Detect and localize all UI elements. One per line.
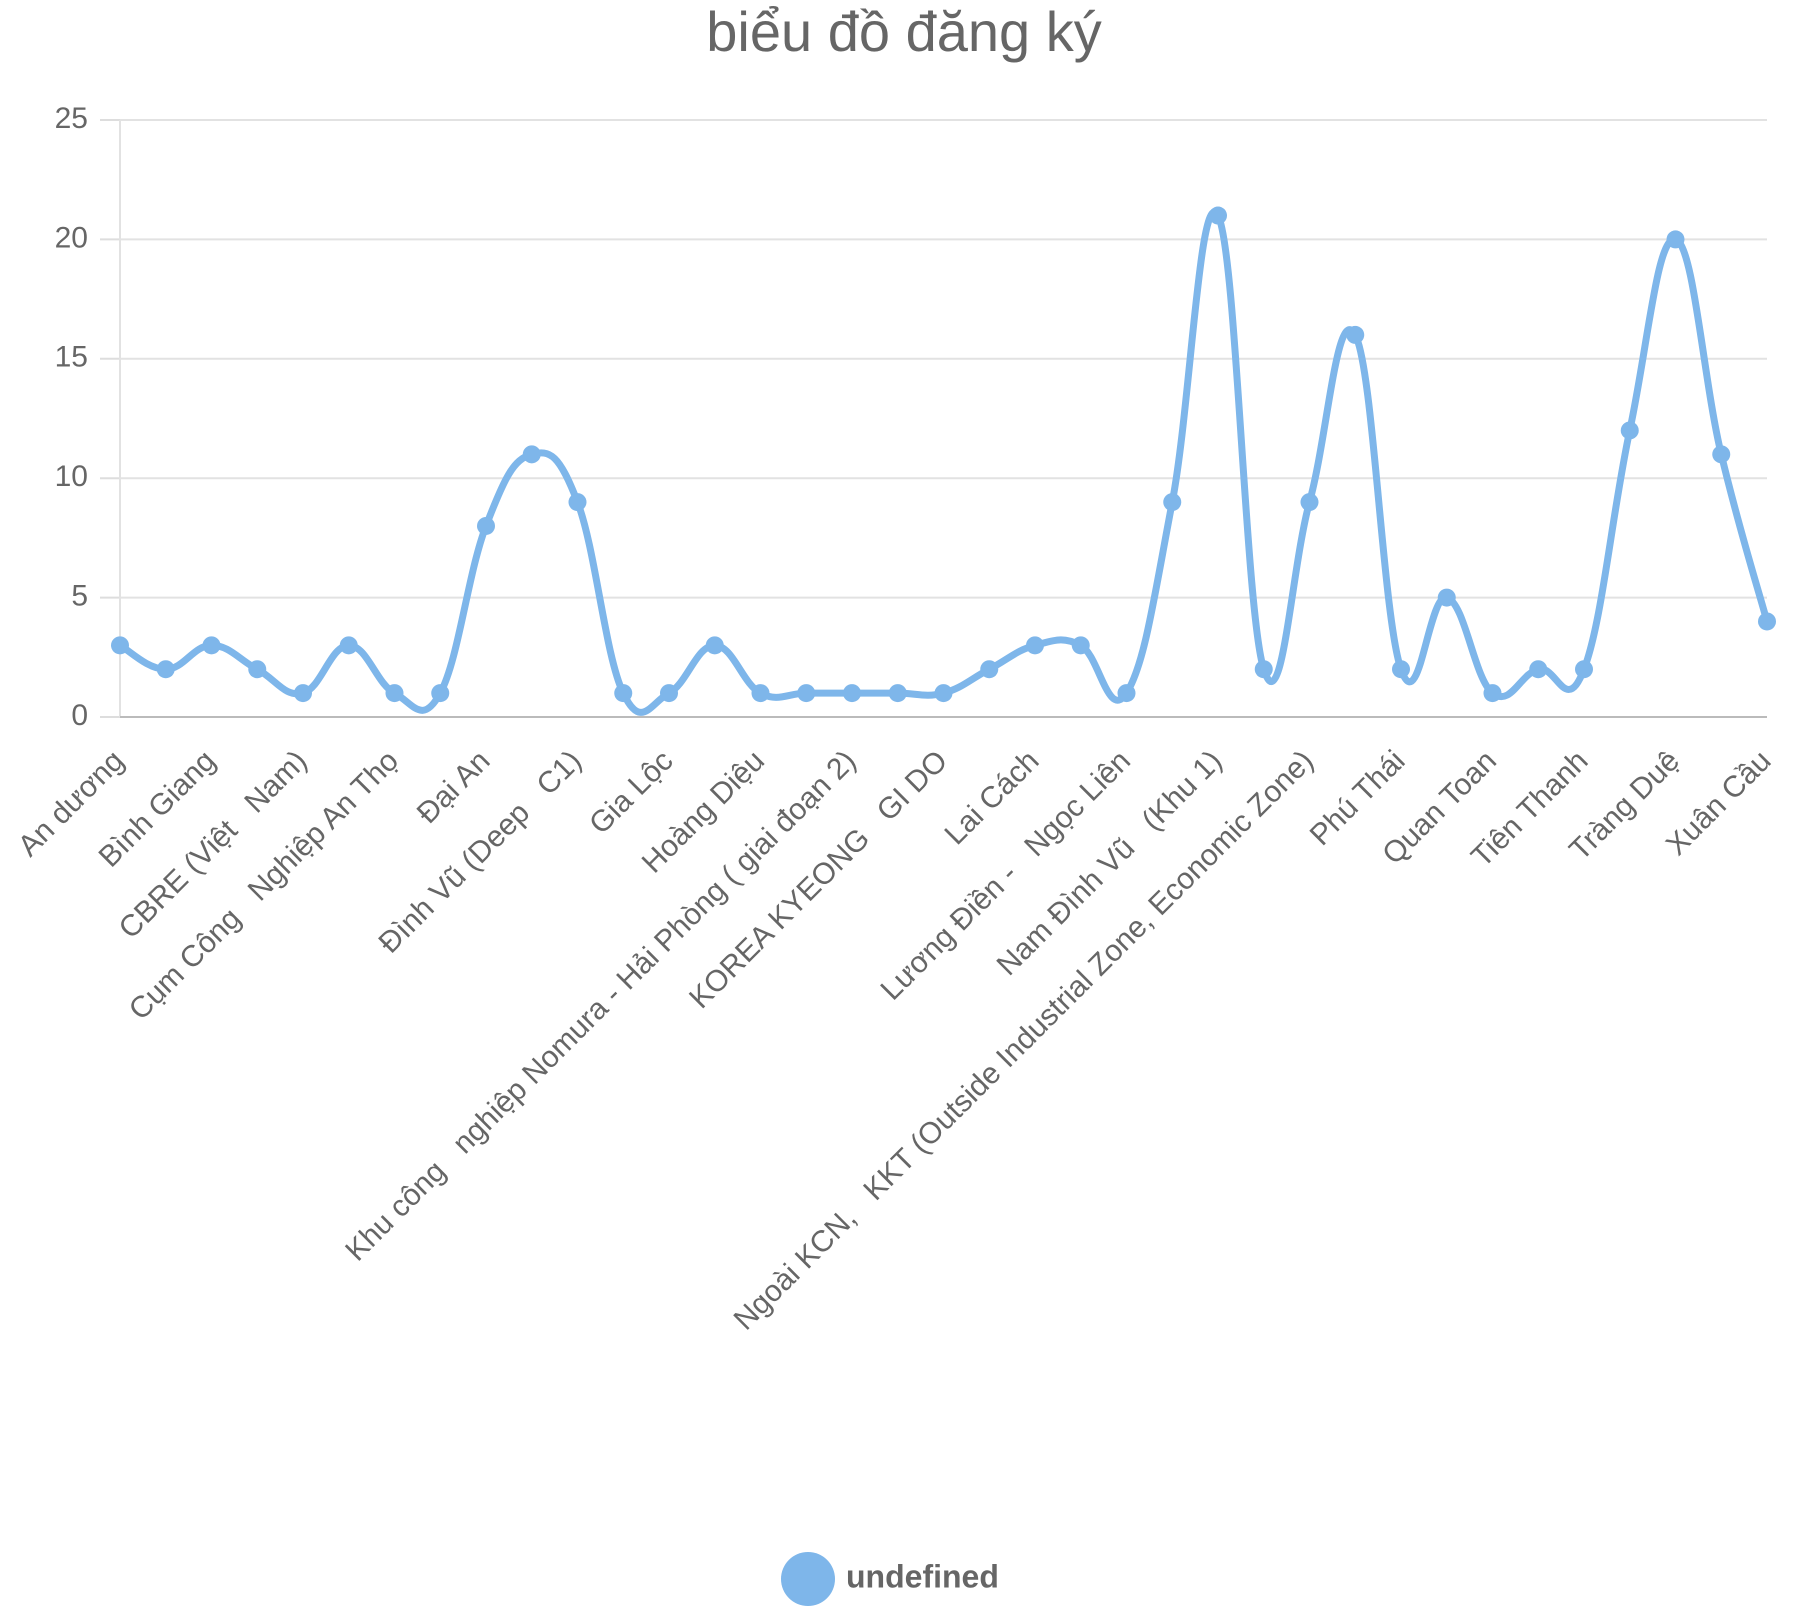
point	[1346, 325, 1365, 344]
point	[1254, 660, 1273, 679]
point	[477, 516, 495, 535]
point	[660, 684, 678, 703]
point	[1071, 636, 1090, 655]
line	[118, 208, 1771, 716]
point	[1437, 588, 1456, 607]
point	[1300, 493, 1319, 512]
point	[294, 684, 312, 703]
point	[1483, 684, 1502, 703]
point	[843, 684, 861, 703]
y-tick-label: 15	[55, 341, 88, 374]
y-tick-label: 10	[55, 460, 88, 493]
point	[522, 445, 541, 464]
chart-title: biểu đồ đăng ký	[706, 0, 1101, 63]
point	[1392, 660, 1410, 679]
point	[568, 493, 587, 512]
point	[1758, 612, 1776, 631]
point	[339, 636, 358, 655]
point	[614, 684, 633, 703]
point	[1026, 636, 1044, 655]
point	[1529, 660, 1548, 679]
point	[934, 684, 953, 703]
y-tick-label: 25	[55, 102, 88, 135]
point	[888, 684, 907, 703]
y-tick-label: 0	[71, 699, 88, 732]
point	[385, 684, 404, 703]
legend-swatch	[781, 1552, 835, 1606]
point	[980, 660, 999, 679]
x-tick-label: Đại An	[411, 744, 497, 830]
point	[705, 636, 724, 655]
legend-item: undefined	[781, 1552, 999, 1606]
point	[1575, 660, 1593, 679]
point	[1117, 684, 1136, 703]
point	[431, 684, 450, 703]
point	[1209, 206, 1227, 225]
legend-label: undefined	[846, 1558, 999, 1594]
point	[156, 660, 175, 679]
point	[248, 660, 267, 679]
point	[797, 684, 816, 703]
point	[1712, 445, 1731, 464]
y-tick-label: 5	[71, 580, 88, 613]
point	[751, 684, 770, 703]
point	[1666, 230, 1685, 249]
y-tick-label: 20	[55, 221, 88, 254]
point	[1620, 421, 1639, 440]
point	[111, 636, 129, 655]
point	[202, 636, 221, 655]
point	[1163, 493, 1182, 512]
